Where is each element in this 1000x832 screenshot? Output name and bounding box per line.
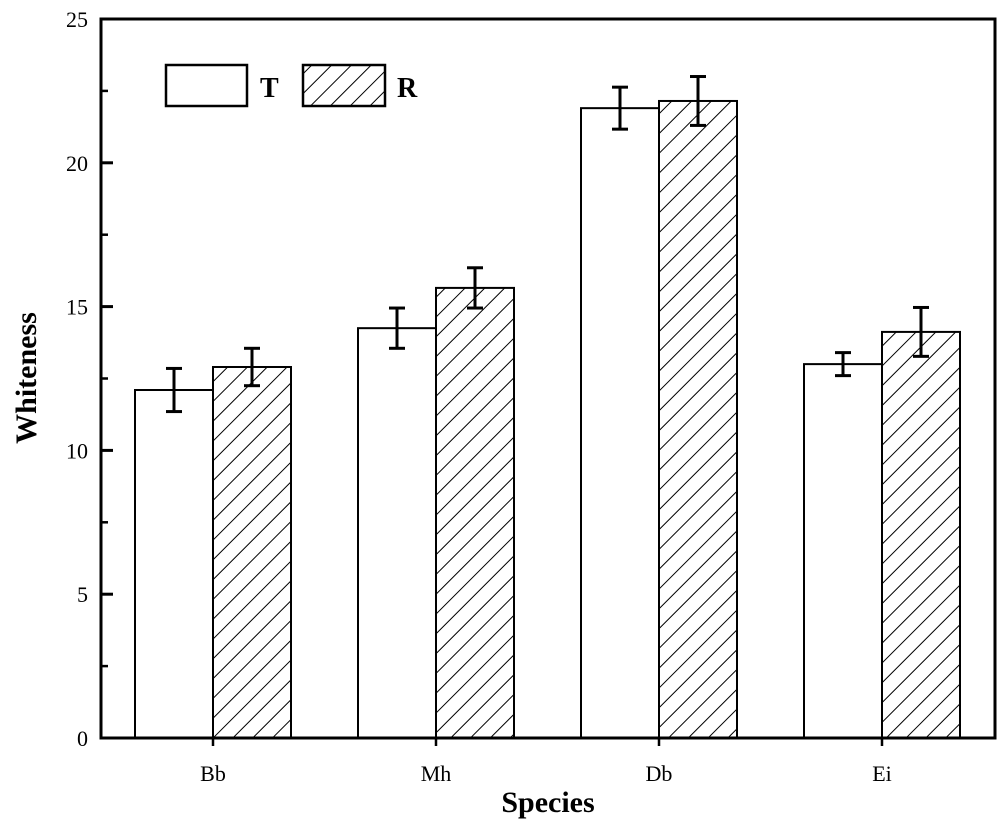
x-tick-label: Ei bbox=[872, 761, 892, 786]
legend-swatch-t bbox=[164, 63, 249, 108]
y-tick-label: 20 bbox=[66, 151, 88, 176]
x-tick-label: Bb bbox=[200, 761, 226, 786]
bar-t-bb bbox=[134, 389, 214, 739]
error-bar-t-ei bbox=[835, 351, 851, 378]
y-axis-label: Whiteness bbox=[10, 312, 43, 444]
error-bar-r-ei bbox=[913, 305, 929, 358]
y-tick-label: 0 bbox=[77, 726, 88, 751]
error-bar-r-bb bbox=[244, 346, 260, 388]
legend-label-t: T bbox=[260, 73, 279, 104]
legend: T R bbox=[164, 63, 418, 108]
error-bar-t-db bbox=[612, 85, 628, 131]
error-bar-t-mh bbox=[389, 306, 405, 350]
y-tick-label: 15 bbox=[66, 295, 88, 320]
bar-t-ei bbox=[803, 363, 883, 739]
legend-swatch-r bbox=[301, 63, 387, 108]
legend-label-r: R bbox=[397, 73, 418, 104]
error-bar-t-bb bbox=[166, 366, 182, 414]
y-tick-label: 25 bbox=[66, 7, 88, 32]
bar-r-bb bbox=[212, 365, 292, 739]
y-tick-label: 10 bbox=[66, 438, 88, 463]
x-tick-label: Db bbox=[646, 761, 673, 786]
error-bar-r-db bbox=[690, 75, 706, 127]
bar-r-mh bbox=[435, 286, 515, 739]
bar-r-db bbox=[658, 99, 738, 739]
bar-r-ei bbox=[881, 330, 961, 739]
bar-t-db bbox=[580, 107, 660, 739]
x-tick-label: Mh bbox=[421, 761, 452, 786]
bar-t-mh bbox=[357, 327, 437, 739]
error-bar-r-mh bbox=[467, 266, 483, 310]
x-axis-label: Species bbox=[501, 786, 594, 819]
y-tick-label: 5 bbox=[77, 582, 88, 607]
